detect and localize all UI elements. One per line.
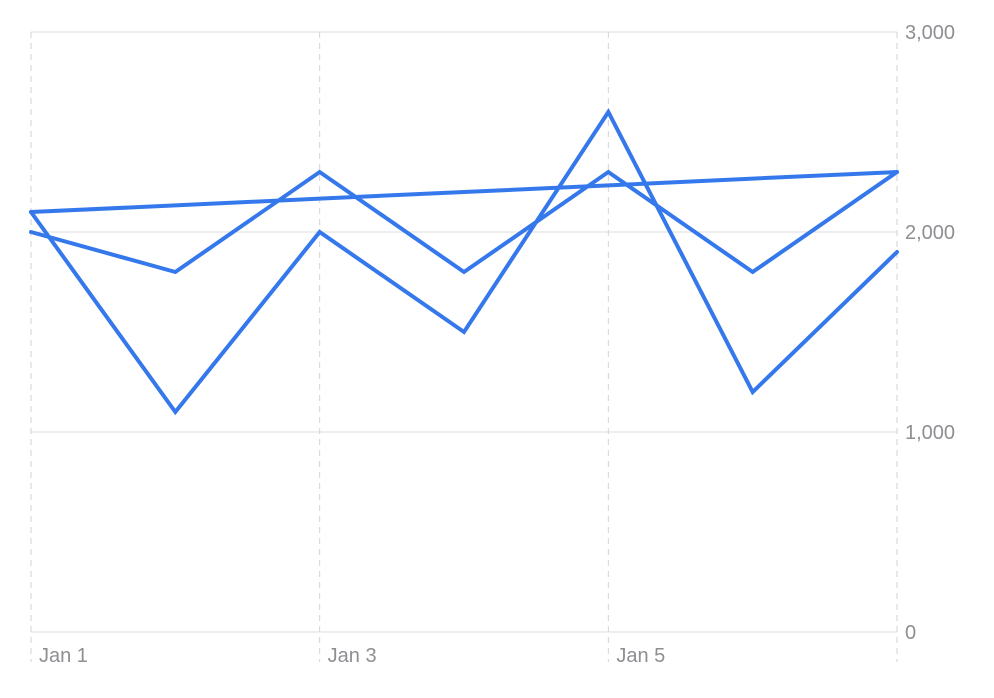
series-line-2 [29,169,899,275]
series-lines [29,108,899,416]
grid-lines [30,31,898,662]
axis-labels: 0 1,000 2,000 3,000 Jan 1 Jan 3 Jan 5 [39,22,955,667]
x-tick-label: Jan 5 [616,645,665,667]
y-tick-label: 3,000 [905,22,955,44]
x-tick-label: Jan 3 [328,645,377,667]
series-line-3 [29,108,899,416]
x-tick-label: Jan 1 [39,645,88,667]
y-tick-label: 0 [905,622,916,644]
y-tick-label: 2,000 [905,222,955,244]
y-tick-label: 1,000 [905,422,955,444]
series-line-1 [29,170,899,214]
